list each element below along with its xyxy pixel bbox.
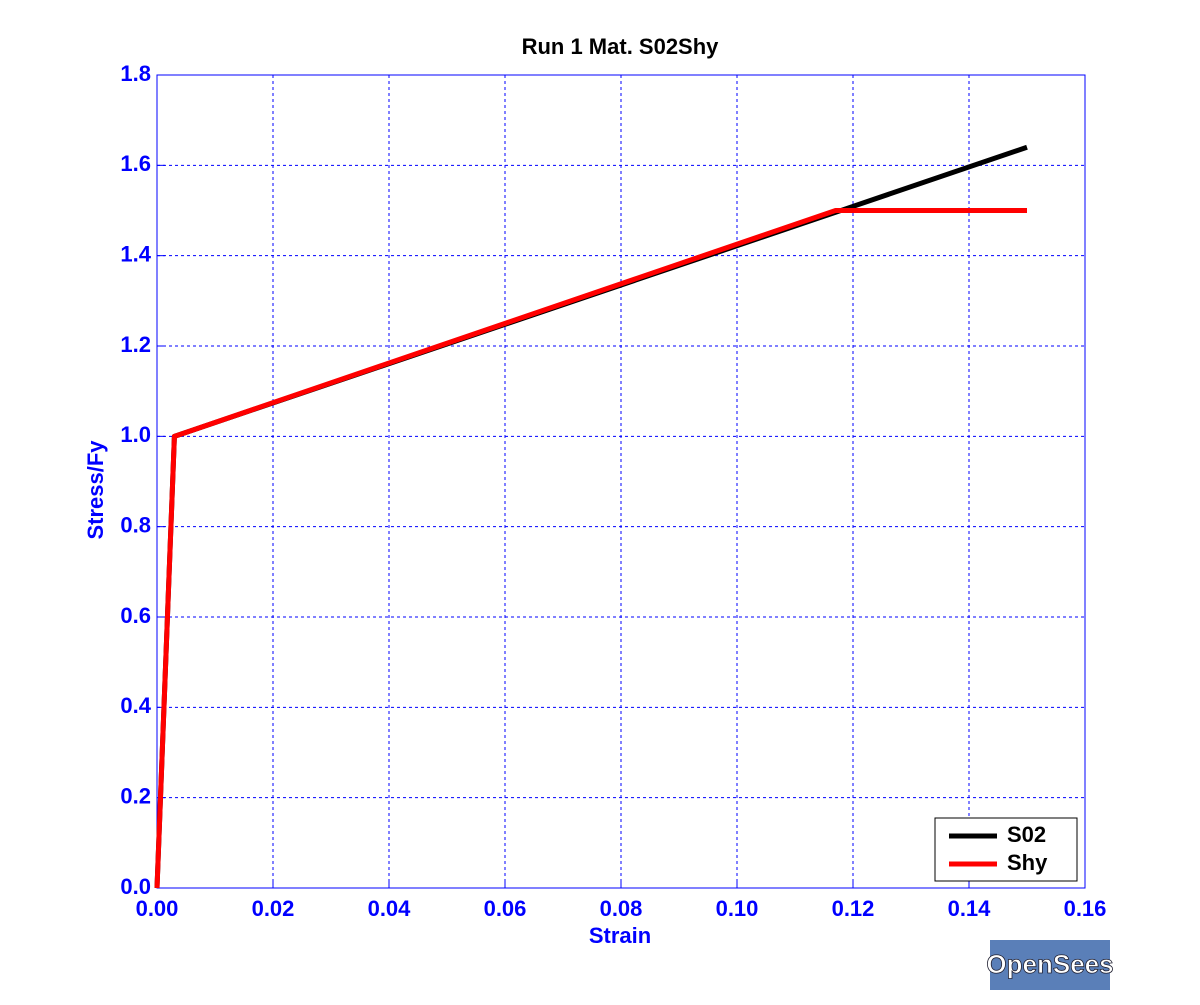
y-tick-label: 0.2 xyxy=(120,783,151,808)
y-axis-label: Stress/Fy xyxy=(83,440,108,540)
plot-frame xyxy=(156,74,1086,889)
x-tick-label: 0.08 xyxy=(600,896,643,921)
legend-label: Shy xyxy=(1007,850,1048,875)
y-tick-label: 0.4 xyxy=(120,693,151,718)
x-tick-label: 0.10 xyxy=(716,896,759,921)
x-tick-label: 0.12 xyxy=(832,896,875,921)
legend-label: S02 xyxy=(1007,822,1046,847)
x-axis-label: Strain xyxy=(589,923,651,948)
chart-title: Run 1 Mat. S02Shy xyxy=(522,34,720,59)
y-tick-label: 1.4 xyxy=(120,241,151,266)
y-tick-label: 1.6 xyxy=(120,151,151,176)
x-tick-label: 0.06 xyxy=(484,896,527,921)
y-tick-label: 1.8 xyxy=(120,61,151,86)
y-tick-label: 0.0 xyxy=(120,874,151,899)
legend-box xyxy=(934,817,1078,882)
y-tick-label: 0.8 xyxy=(120,512,151,537)
logo: OpenSees xyxy=(986,949,1113,979)
y-tick-label: 0.6 xyxy=(120,603,151,628)
logo-box xyxy=(990,940,1110,990)
x-tick-label: 0.04 xyxy=(368,896,412,921)
series-line xyxy=(154,208,1027,889)
x-tick-label: 0.02 xyxy=(252,896,295,921)
series-line xyxy=(154,144,1028,889)
y-tick-label: 1.0 xyxy=(120,422,151,447)
x-tick-label: 0.00 xyxy=(136,896,179,921)
x-tick-label: 0.16 xyxy=(1064,896,1107,921)
y-tick-label: 1.2 xyxy=(120,332,151,357)
x-tick-label: 0.14 xyxy=(948,896,992,921)
